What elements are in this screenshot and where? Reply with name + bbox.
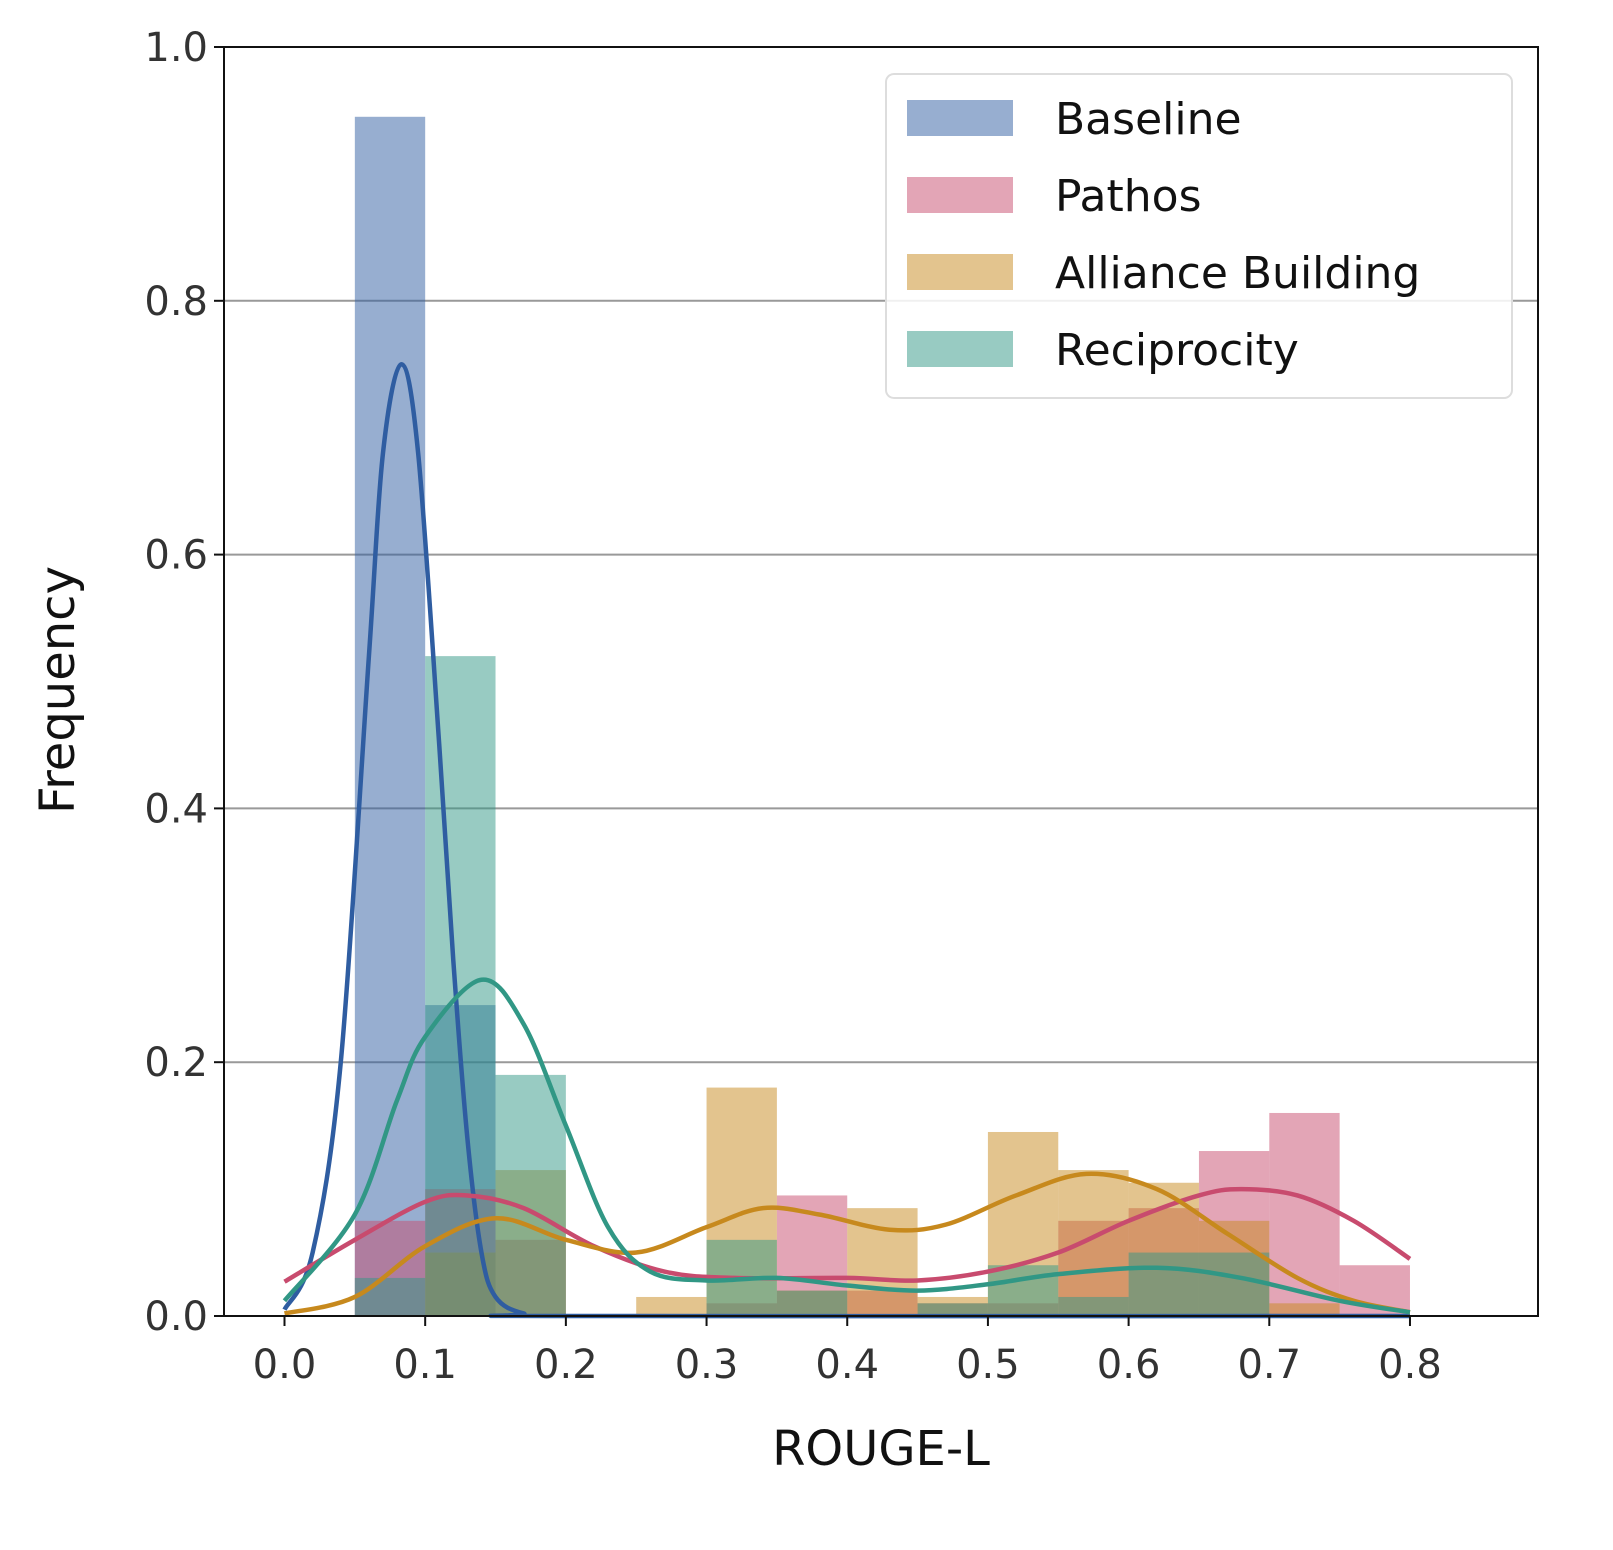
y-tick-label: 0.2 xyxy=(144,1040,208,1086)
bar-alliance-building xyxy=(1058,1170,1129,1316)
bar-alliance-building xyxy=(636,1296,707,1316)
kde-line-reciprocity xyxy=(282,977,1411,1315)
legend-label: Pathos xyxy=(1055,171,1202,222)
x-tick-label: 0.0 xyxy=(253,1342,317,1388)
legend-label: Alliance Building xyxy=(1055,248,1420,299)
legend-swatch xyxy=(907,177,1013,213)
x-tick-label: 0.8 xyxy=(1378,1342,1442,1388)
bar-reciprocity xyxy=(1128,1252,1199,1316)
legend: Baseline Pathos Alliance Building Reciproci… xyxy=(885,73,1513,399)
kde-line-pathos xyxy=(283,1186,1412,1284)
legend-label: Baseline xyxy=(1055,94,1242,145)
kde-lines xyxy=(282,361,1412,1319)
x-tick-label: 0.6 xyxy=(1097,1342,1161,1388)
x-axis-label: ROUGE-L xyxy=(772,1421,990,1477)
kde-line-alliance-building xyxy=(283,1171,1411,1316)
y-tick-label: 0.4 xyxy=(144,786,208,832)
y-axis-label: Frequency xyxy=(30,566,86,814)
bar-reciprocity xyxy=(776,1290,848,1316)
bar-reciprocity xyxy=(987,1265,1059,1316)
x-tick-label: 0.1 xyxy=(393,1342,457,1388)
bar-reciprocity xyxy=(425,656,496,1316)
y-tick-label: 0.0 xyxy=(144,1294,208,1340)
x-tick-label: 0.3 xyxy=(675,1342,739,1388)
x-tick-label: 0.2 xyxy=(534,1342,598,1388)
bar-reciprocity xyxy=(1198,1252,1270,1316)
histogram-bars xyxy=(354,116,1410,1316)
x-tick-label: 0.7 xyxy=(1237,1342,1301,1388)
x-tick-label: 0.4 xyxy=(815,1342,879,1388)
legend-swatch xyxy=(907,254,1013,290)
y-tick-label: 0.8 xyxy=(144,279,208,325)
legend-swatch xyxy=(907,331,1013,367)
y-axis: 0.0 0.2 0.4 0.6 0.8 1.0 xyxy=(144,25,224,1340)
legend-label: Reciprocity xyxy=(1055,325,1299,376)
plot-frame xyxy=(223,46,1539,1317)
bar-reciprocity xyxy=(354,1277,426,1316)
bar-reciprocity xyxy=(495,1074,566,1316)
y-tick-label: 1.0 xyxy=(144,25,208,71)
x-axis: 0.0 0.1 0.2 0.3 0.4 0.5 0.6 0.7 0.8 xyxy=(253,1316,1442,1388)
legend-swatch xyxy=(907,100,1013,136)
bar-reciprocity xyxy=(917,1303,988,1316)
bar-reciprocity xyxy=(1058,1296,1129,1316)
x-tick-label: 0.5 xyxy=(956,1342,1020,1388)
y-tick-label: 0.6 xyxy=(144,533,208,579)
bar-alliance-building xyxy=(1269,1303,1340,1316)
